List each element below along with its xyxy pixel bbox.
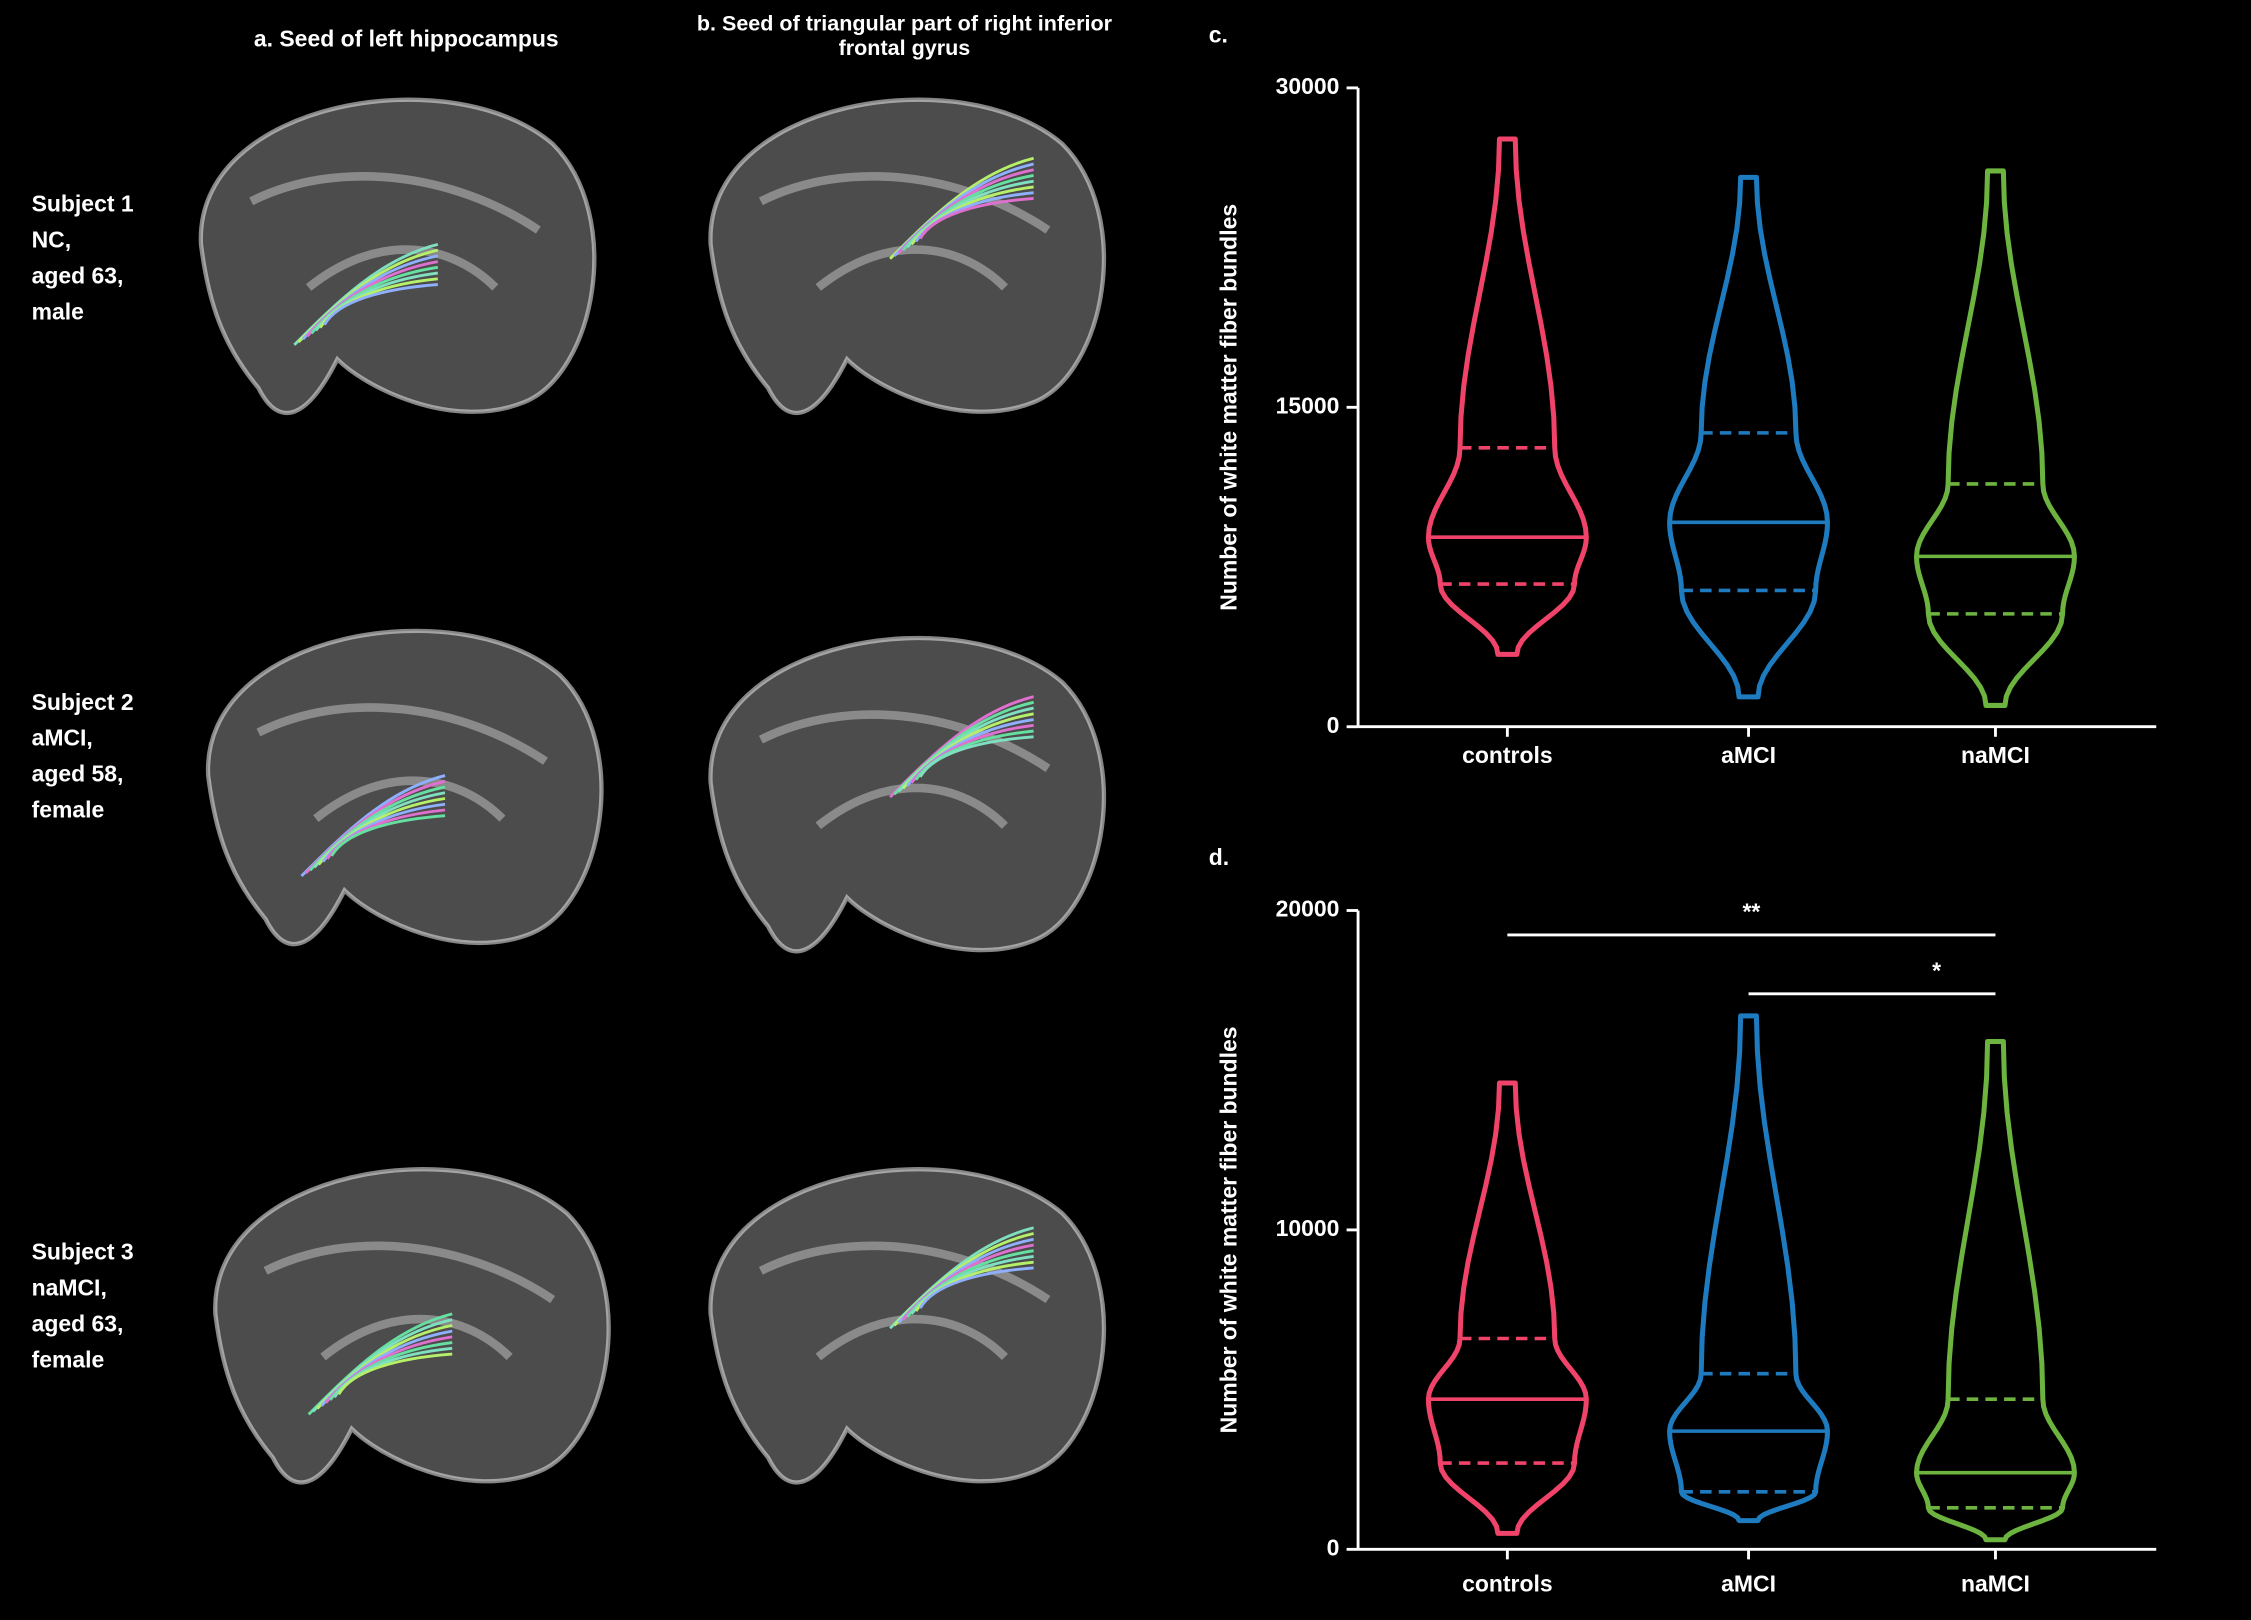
brain-fold <box>758 710 1051 830</box>
subject-label: naMCI, <box>32 1275 107 1301</box>
brain <box>708 635 1106 954</box>
fiber <box>330 814 446 857</box>
violin <box>1913 168 2077 708</box>
fiber <box>918 1266 1034 1309</box>
subject-label: female <box>32 1346 105 1372</box>
subject-label: male <box>32 298 84 324</box>
fiber <box>918 735 1034 778</box>
subject-label: NC, <box>32 227 72 253</box>
brain-images <box>198 97 1106 1485</box>
x-tick-label: naMCI <box>1961 1570 2030 1596</box>
y-tick-label: 0 <box>1327 1534 1340 1560</box>
subject-label: Subject 3 <box>32 1239 134 1265</box>
y-tick-label: 10000 <box>1276 1215 1340 1241</box>
brain-fold <box>758 1241 1051 1361</box>
y-axis-label: Number of white matter fiber bundles <box>1215 204 1241 611</box>
subject-label: Subject 1 <box>32 191 134 217</box>
significance-label: * <box>1932 957 1941 983</box>
column-title: b. Seed of triangular part of right infe… <box>696 11 1112 61</box>
brain-fold <box>758 171 1051 291</box>
subject-label: female <box>32 796 105 822</box>
violin <box>1913 1038 2077 1543</box>
y-tick-label: 0 <box>1327 712 1340 738</box>
brain-fold <box>256 703 548 822</box>
significance-label: ** <box>1742 898 1760 924</box>
x-tick-label: controls <box>1462 742 1553 768</box>
subject-label: aMCI, <box>32 725 93 751</box>
violin <box>1425 136 1589 657</box>
y-axis-label: Number of white matter fiber bundles <box>1215 1026 1241 1433</box>
column-title: a. Seed of left hippocampus <box>254 26 559 52</box>
brain <box>708 1167 1106 1485</box>
brain-fold <box>263 1241 556 1361</box>
x-tick-label: aMCI <box>1721 1570 1776 1596</box>
brain <box>198 97 597 416</box>
y-tick-label: 30000 <box>1276 73 1340 99</box>
x-tick-label: aMCI <box>1721 742 1776 768</box>
brain <box>205 628 604 947</box>
subject-label: aged 63, <box>32 1310 124 1336</box>
x-tick-label: naMCI <box>1961 742 2030 768</box>
brain <box>213 1167 611 1485</box>
fiber <box>337 1352 453 1396</box>
subject-label: aged 58, <box>32 761 124 787</box>
y-tick-label: 20000 <box>1276 896 1340 922</box>
violin <box>1667 174 1831 700</box>
x-tick-label: controls <box>1462 1570 1553 1596</box>
subject-label: Subject 2 <box>32 689 134 715</box>
fiber <box>323 283 438 326</box>
panel-label: c. <box>1209 21 1228 47</box>
panel-label: d. <box>1209 844 1229 870</box>
brain-fold <box>249 171 541 291</box>
violin <box>1667 1013 1831 1524</box>
column-title-box: b. Seed of triangular part of right infe… <box>696 11 1112 61</box>
fiber <box>918 197 1034 240</box>
subject-label: aged 63, <box>32 262 124 288</box>
brain <box>708 97 1106 416</box>
y-tick-label: 15000 <box>1276 392 1340 418</box>
violin <box>1425 1080 1589 1536</box>
